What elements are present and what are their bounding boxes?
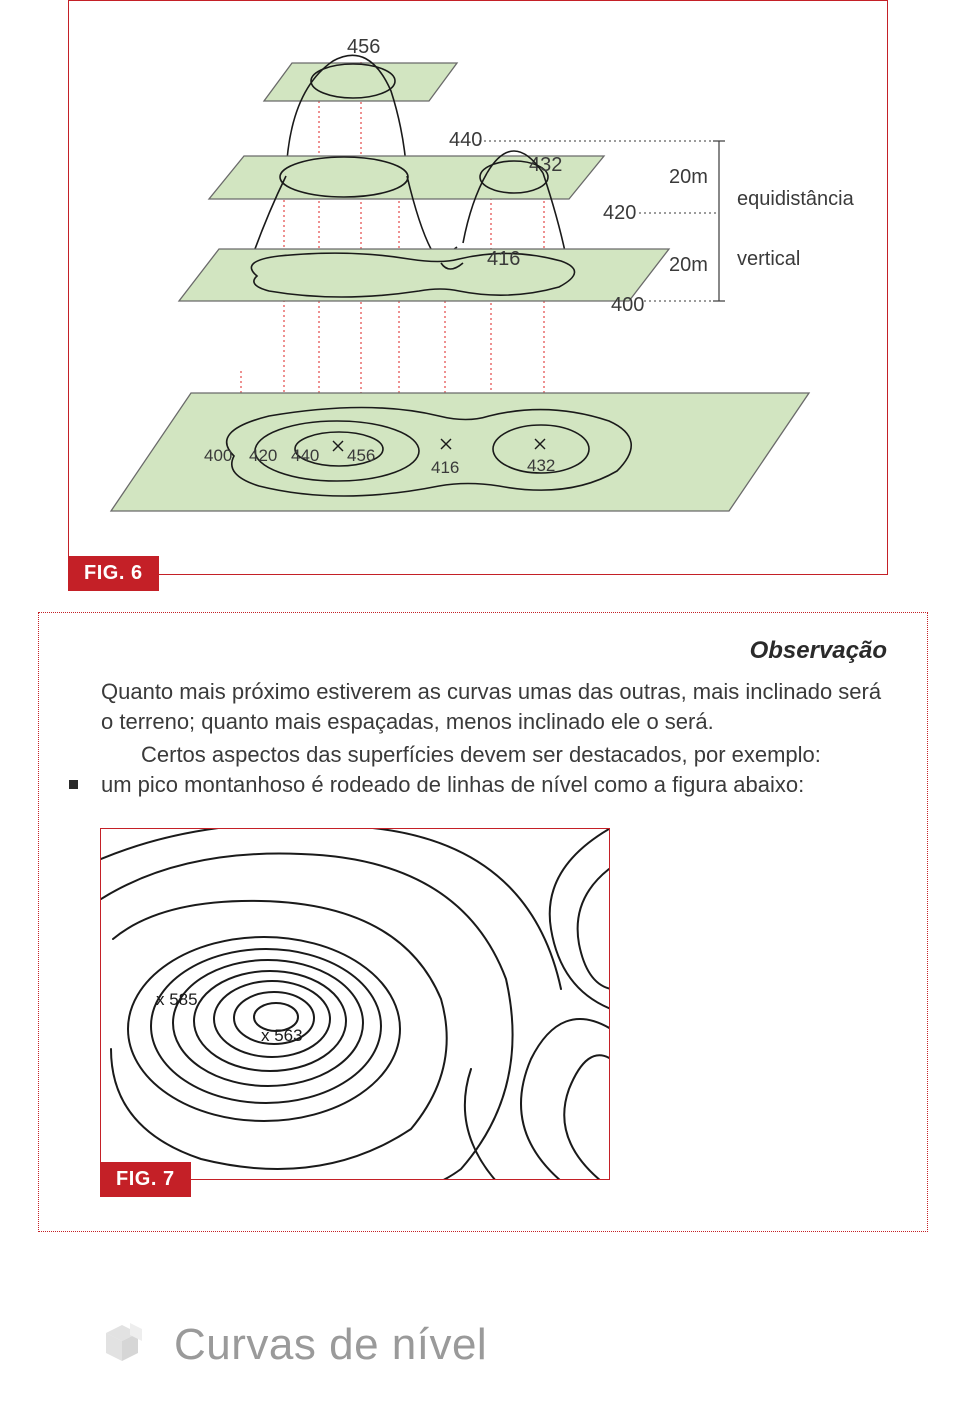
observation-para2a: Certos aspectos das superfícies devem se… [101, 740, 887, 770]
label-416: 416 [487, 248, 520, 270]
fig7-point-563: x 563 [261, 1026, 303, 1045]
fig7-diagram: x 585 x 563 [101, 829, 610, 1180]
fig7-caption: fig. 7 [100, 1162, 191, 1197]
spacing-20m-bot: 20m [669, 254, 708, 276]
plan-440: 440 [291, 446, 319, 465]
label-420: 420 [603, 202, 636, 224]
fig6-caption: fig. 6 [68, 556, 159, 591]
observation-para1: Quanto mais próximo estiverem as curvas … [101, 677, 887, 736]
label-vertical: vertical [737, 248, 800, 270]
plan-416: 416 [431, 458, 459, 477]
label-440: 440 [449, 129, 482, 151]
footer: Curvas de nível [90, 1319, 487, 1371]
observation-para2b: um pico montanhoso é rodeado de linhas d… [101, 770, 887, 800]
fig7-point-585: x 585 [156, 990, 198, 1009]
label-432: 432 [529, 154, 562, 176]
footer-title: Curvas de nível [174, 1320, 487, 1370]
spacing-20m-top: 20m [669, 166, 708, 188]
plan-400: 400 [204, 446, 232, 465]
plan-432: 432 [527, 456, 555, 475]
plan-420: 420 [249, 446, 277, 465]
label-400: 400 [611, 294, 644, 316]
cube-icon [90, 1319, 150, 1371]
fig6-diagram: 456 440 432 420 416 400 [69, 1, 889, 576]
label-equidistancia: equidistância [737, 188, 855, 210]
fig6-box: 456 440 432 420 416 400 [68, 0, 888, 575]
observation-title: Observação [101, 637, 887, 665]
fig7-box: x 585 x 563 [100, 828, 610, 1180]
plan-456: 456 [347, 446, 375, 465]
